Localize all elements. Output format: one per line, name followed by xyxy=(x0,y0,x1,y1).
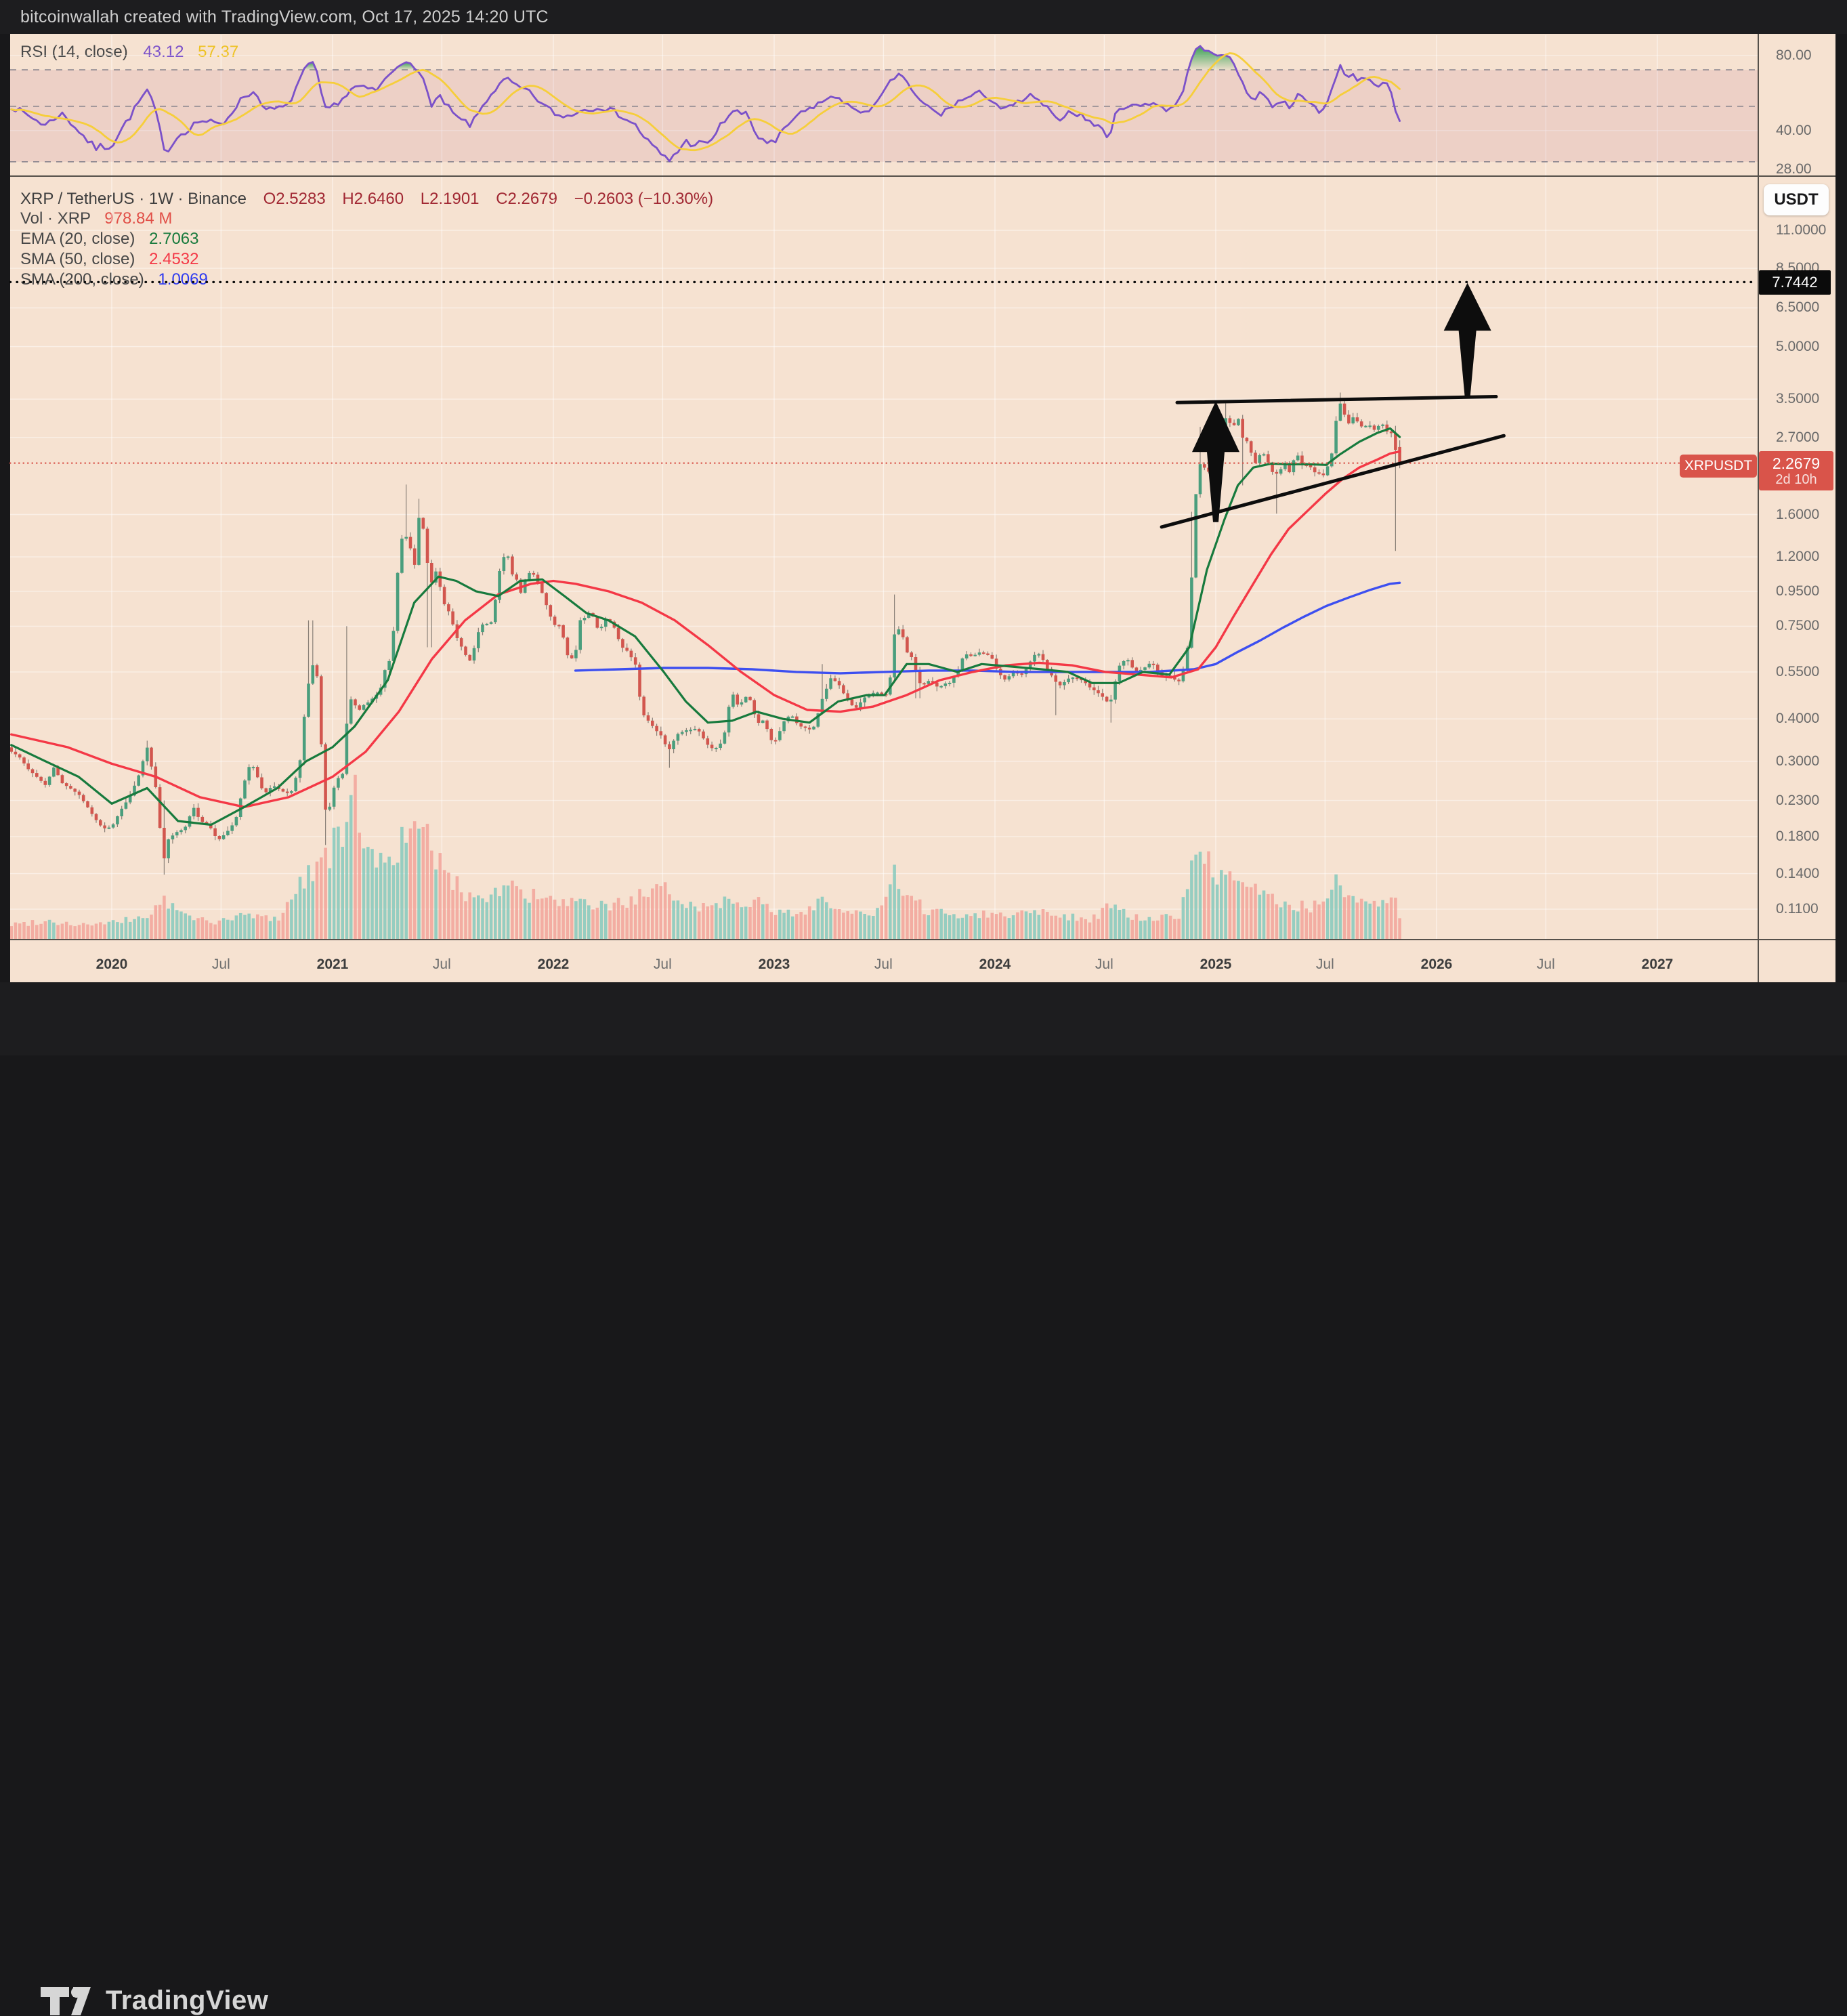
current-price-value: 2.2679 xyxy=(1772,454,1821,472)
target-price-value: 7.7442 xyxy=(1772,274,1818,291)
currency-toggle-label: USDT xyxy=(1774,190,1819,209)
time-tick-label-2021: 2021 xyxy=(316,957,349,972)
time-tick-label-2024: 2024 xyxy=(979,957,1011,972)
time-tick-label-jul: Jul xyxy=(432,957,451,972)
time-tick-label-2026: 2026 xyxy=(1420,957,1453,972)
rsi-tick-label: 80.00 xyxy=(1776,47,1812,63)
time-tick-label-2025: 2025 xyxy=(1200,957,1232,972)
sma50-value: 2.4532 xyxy=(149,250,199,268)
price-tick-label: 1.6000 xyxy=(1776,506,1820,522)
ohlc-low: L2.1901 xyxy=(420,190,480,208)
rsi-value: 43.12 xyxy=(143,43,184,61)
time-tick-label-2022: 2022 xyxy=(537,957,570,972)
rsi-tick-label: 40.00 xyxy=(1776,122,1812,138)
price-tick-label: 0.1100 xyxy=(1776,901,1819,917)
rsi-tick-label: 28.00 xyxy=(1776,161,1812,177)
price-tick-label: 0.5500 xyxy=(1776,663,1820,679)
price-tick-label: 6.5000 xyxy=(1776,299,1820,316)
time-tick-label-jul: Jul xyxy=(1536,957,1555,972)
price-tick-label: 0.2300 xyxy=(1776,792,1820,808)
attribution-text: bitcoinwallah created with TradingView.c… xyxy=(20,7,549,26)
tradingview-logo-icon xyxy=(41,1986,91,2015)
price-tick-label: 5.0000 xyxy=(1776,338,1820,354)
price-tick-label: 3.5000 xyxy=(1776,391,1820,407)
price-tick-label: 0.3000 xyxy=(1776,753,1820,769)
tradingview-logo[interactable]: TradingView xyxy=(41,1986,268,2016)
volume-legend[interactable]: Vol · XRP 978.84 M xyxy=(20,209,172,228)
price-axis-separator xyxy=(1758,34,1759,982)
ohlc-open: O2.5283 xyxy=(263,190,326,208)
symbol-legend[interactable]: XRP / TetherUS · 1W · Binance O2.5283 H2… xyxy=(20,190,713,209)
time-tick-label-2023: 2023 xyxy=(758,957,790,972)
time-tick-label-jul: Jul xyxy=(1315,957,1334,972)
sma50-legend[interactable]: SMA (50, close) 2.4532 xyxy=(20,250,198,269)
time-tick-label-jul: Jul xyxy=(211,957,230,972)
time-tick-label-jul: Jul xyxy=(653,957,672,972)
volume-label: Vol · XRP xyxy=(20,209,91,228)
symbol-price-flag[interactable]: XRPUSDT xyxy=(1680,455,1757,478)
symbol-flag-label: XRPUSDT xyxy=(1684,458,1753,474)
ema20-label: EMA (20, close) xyxy=(20,230,135,248)
price-tick-label: 1.2000 xyxy=(1776,549,1820,565)
bar-close-countdown: 2d 10h xyxy=(1775,471,1817,487)
price-tick-label: 0.4000 xyxy=(1776,711,1820,727)
sma200-legend[interactable]: SMA (200, close) 1.0069 xyxy=(20,270,208,289)
sma200-label: SMA (200, close) xyxy=(20,270,144,289)
target-price-axis-label: 7.7442 xyxy=(1759,270,1831,295)
time-tick-label-2027: 2027 xyxy=(1641,957,1674,972)
current-price-axis-label: 2.2679 2d 10h xyxy=(1759,451,1833,490)
ohlc-close: C2.2679 xyxy=(496,190,557,208)
time-tick-label-jul: Jul xyxy=(1095,957,1113,972)
price-tick-label: 0.1400 xyxy=(1776,865,1820,881)
currency-toggle-button[interactable]: USDT xyxy=(1764,184,1829,215)
price-tick-label: 11.0000 xyxy=(1776,222,1827,238)
price-tick-label: 0.1800 xyxy=(1776,828,1820,844)
price-tick-label: 0.9500 xyxy=(1776,583,1820,599)
time-axis-separator xyxy=(10,939,1835,940)
footer-bar: TradingView xyxy=(0,982,1847,2015)
sma200-value: 1.0069 xyxy=(158,270,208,289)
tradingview-wordmark: TradingView xyxy=(106,1986,269,2015)
time-tick-label-jul: Jul xyxy=(874,957,893,972)
rsi-legend-label: RSI (14, close) xyxy=(20,43,128,61)
price-tick-label: 0.7500 xyxy=(1776,618,1820,634)
rsi-ma-value: 57.37 xyxy=(198,43,239,61)
time-axis[interactable]: 2020 Jul 2021 Jul 2022 Jul 2023 Jul 2024 Jul 2025 J… xyxy=(10,940,1758,982)
price-tick-label: 2.7000 xyxy=(1776,429,1820,445)
ohlc-high: H2.6460 xyxy=(342,190,404,208)
ema20-legend[interactable]: EMA (20, close) 2.7063 xyxy=(20,230,198,249)
rsi-legend[interactable]: RSI (14, close) 43.12 57.37 xyxy=(20,43,238,62)
attribution-bar: bitcoinwallah created with TradingView.c… xyxy=(0,0,1847,34)
symbol-title: XRP / TetherUS · 1W · Binance xyxy=(20,190,247,208)
ohlc-change: −0.2603 (−10.30%) xyxy=(574,190,714,208)
ema20-value: 2.7063 xyxy=(149,230,199,248)
time-tick-label-2020: 2020 xyxy=(95,957,128,972)
sma50-label: SMA (50, close) xyxy=(20,250,135,268)
rsi-pane-separator[interactable] xyxy=(10,175,1835,177)
volume-value: 978.84 M xyxy=(104,209,173,228)
